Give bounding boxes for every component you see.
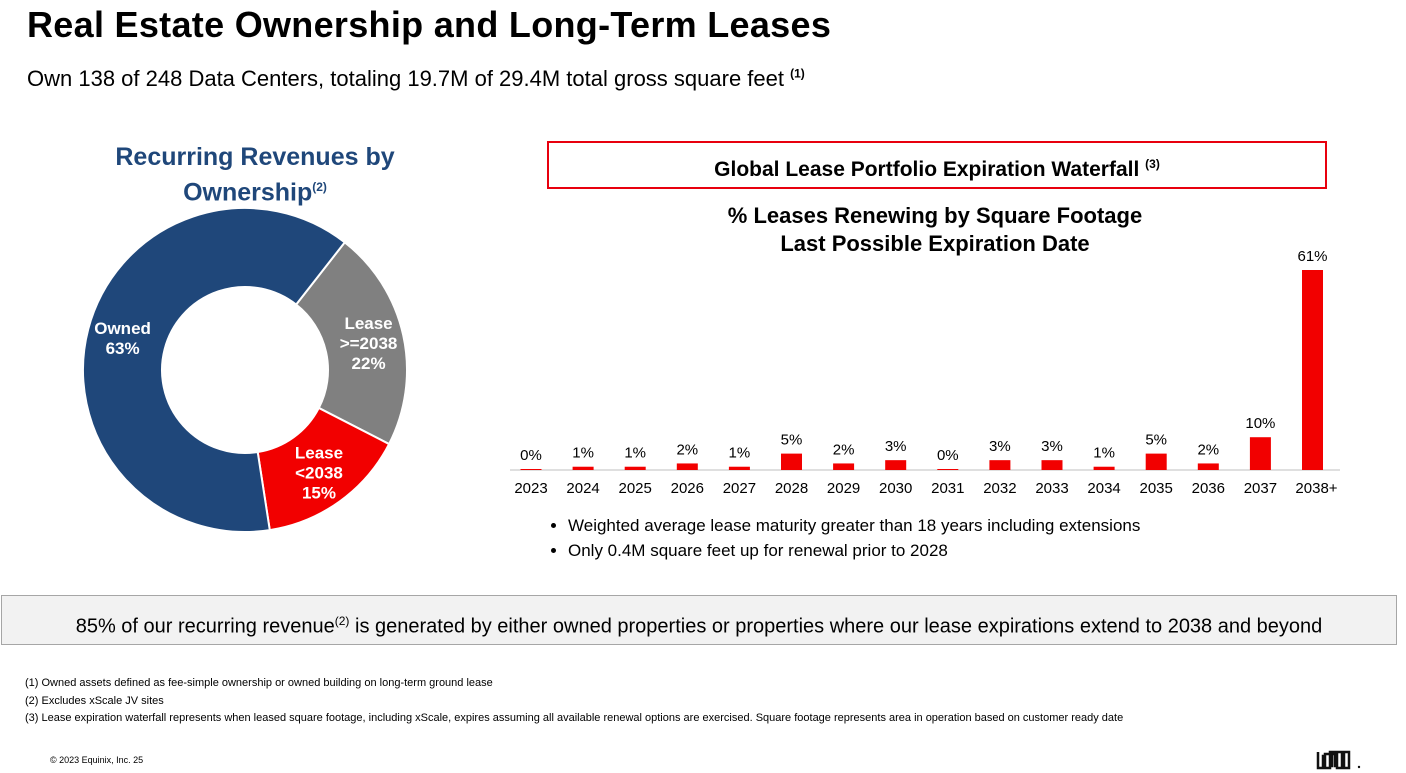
- x-tick-label: 2030: [879, 480, 912, 497]
- bar: [624, 466, 646, 470]
- bar: [1041, 460, 1063, 470]
- data-label: 0%: [937, 447, 959, 464]
- bar-chart: 0% 2023 1% 2024 1% 2025 2% 2026 1% 2027 5% 2028 2% 20…: [510, 248, 1340, 497]
- x-tick-label: 2035: [1140, 480, 1173, 497]
- data-label: 3%: [885, 438, 907, 455]
- data-label: 3%: [989, 438, 1011, 455]
- bar: [989, 460, 1011, 470]
- bar: [937, 469, 959, 470]
- waterfall-header: Global Lease Portfolio Expiration Waterf…: [547, 141, 1327, 189]
- donut-label: <2038: [295, 464, 343, 483]
- data-label: 1%: [624, 445, 646, 462]
- data-label: 2%: [1197, 441, 1219, 458]
- x-tick-label: 2028: [775, 480, 808, 497]
- data-label: 1%: [572, 445, 594, 462]
- x-tick-label: 2038+: [1295, 480, 1337, 497]
- footnote: (3) Lease expiration waterfall represent…: [25, 712, 1124, 724]
- footnotes: (1) Owned assets defined as fee-simple o…: [25, 675, 1123, 728]
- footnote: (2) Excludes xScale JV sites: [25, 694, 164, 707]
- data-label: 61%: [1297, 248, 1327, 265]
- data-label: 1%: [1093, 445, 1115, 462]
- page-title: Real Estate Ownership and Long-Term Leas…: [27, 4, 832, 45]
- bar: [1145, 453, 1167, 470]
- bar: [1197, 463, 1219, 470]
- donut-label: 63%: [106, 339, 140, 358]
- donut-label: Owned: [94, 319, 151, 338]
- x-tick-label: 2034: [1087, 480, 1120, 497]
- x-tick-label: 2023: [514, 480, 547, 497]
- data-label: 10%: [1245, 415, 1275, 432]
- data-label: 0%: [520, 447, 542, 464]
- equinix-logo: [1316, 750, 1361, 770]
- bar: [1249, 437, 1271, 470]
- donut-title: Recurring Revenues by Ownership(2): [115, 143, 395, 207]
- data-label: 2%: [676, 441, 698, 458]
- x-tick-label: 2031: [931, 480, 964, 497]
- donut-slice: [294, 240, 408, 446]
- x-tick-label: 2029: [827, 480, 860, 497]
- bar-chart-title: % Leases Renewing by Square Footage Last …: [727, 203, 1143, 256]
- subtitle: Own 138 of 248 Data Centers, totaling 19…: [27, 66, 805, 91]
- footnote: (1) Owned assets defined as fee-simple o…: [25, 677, 493, 689]
- data-label: 1%: [729, 445, 751, 462]
- bullet: Weighted average lease maturity greater …: [568, 513, 1140, 538]
- bar: [572, 466, 594, 470]
- bullet-list: Weighted average lease maturity greater …: [548, 513, 1140, 563]
- x-tick-label: 2027: [723, 480, 756, 497]
- bar: [833, 463, 855, 470]
- x-tick-label: 2032: [983, 480, 1016, 497]
- donut-label: Lease: [295, 444, 343, 463]
- donut-label: 22%: [352, 354, 386, 373]
- bar: [1302, 270, 1323, 470]
- bar: [676, 463, 698, 470]
- data-label: 5%: [1145, 432, 1167, 449]
- bullet: Only 0.4M square feet up for renewal pri…: [568, 538, 1140, 563]
- data-label: 2%: [833, 441, 855, 458]
- x-tick-label: 2033: [1035, 480, 1068, 497]
- x-tick-label: 2026: [671, 480, 704, 497]
- bar: [885, 460, 907, 470]
- bar: [728, 466, 750, 470]
- summary-banner: 85% of our recurring revenue(2) is gener…: [1, 595, 1397, 645]
- x-tick-label: 2024: [566, 480, 599, 497]
- x-tick-label: 2025: [619, 480, 652, 497]
- donut-label: 15%: [302, 484, 336, 503]
- x-tick-label: 2036: [1192, 480, 1225, 497]
- x-tick-label: 2037: [1244, 480, 1277, 497]
- bar: [781, 453, 802, 470]
- copyright: © 2023 Equinix, Inc. 25: [50, 755, 144, 765]
- donut-slice: [82, 207, 347, 533]
- donut-label: Lease: [344, 314, 392, 333]
- data-label: 3%: [1041, 438, 1063, 455]
- donut-label: >=2038: [340, 334, 398, 353]
- data-label: 5%: [781, 432, 803, 449]
- bar: [520, 469, 542, 470]
- bar: [1093, 466, 1115, 470]
